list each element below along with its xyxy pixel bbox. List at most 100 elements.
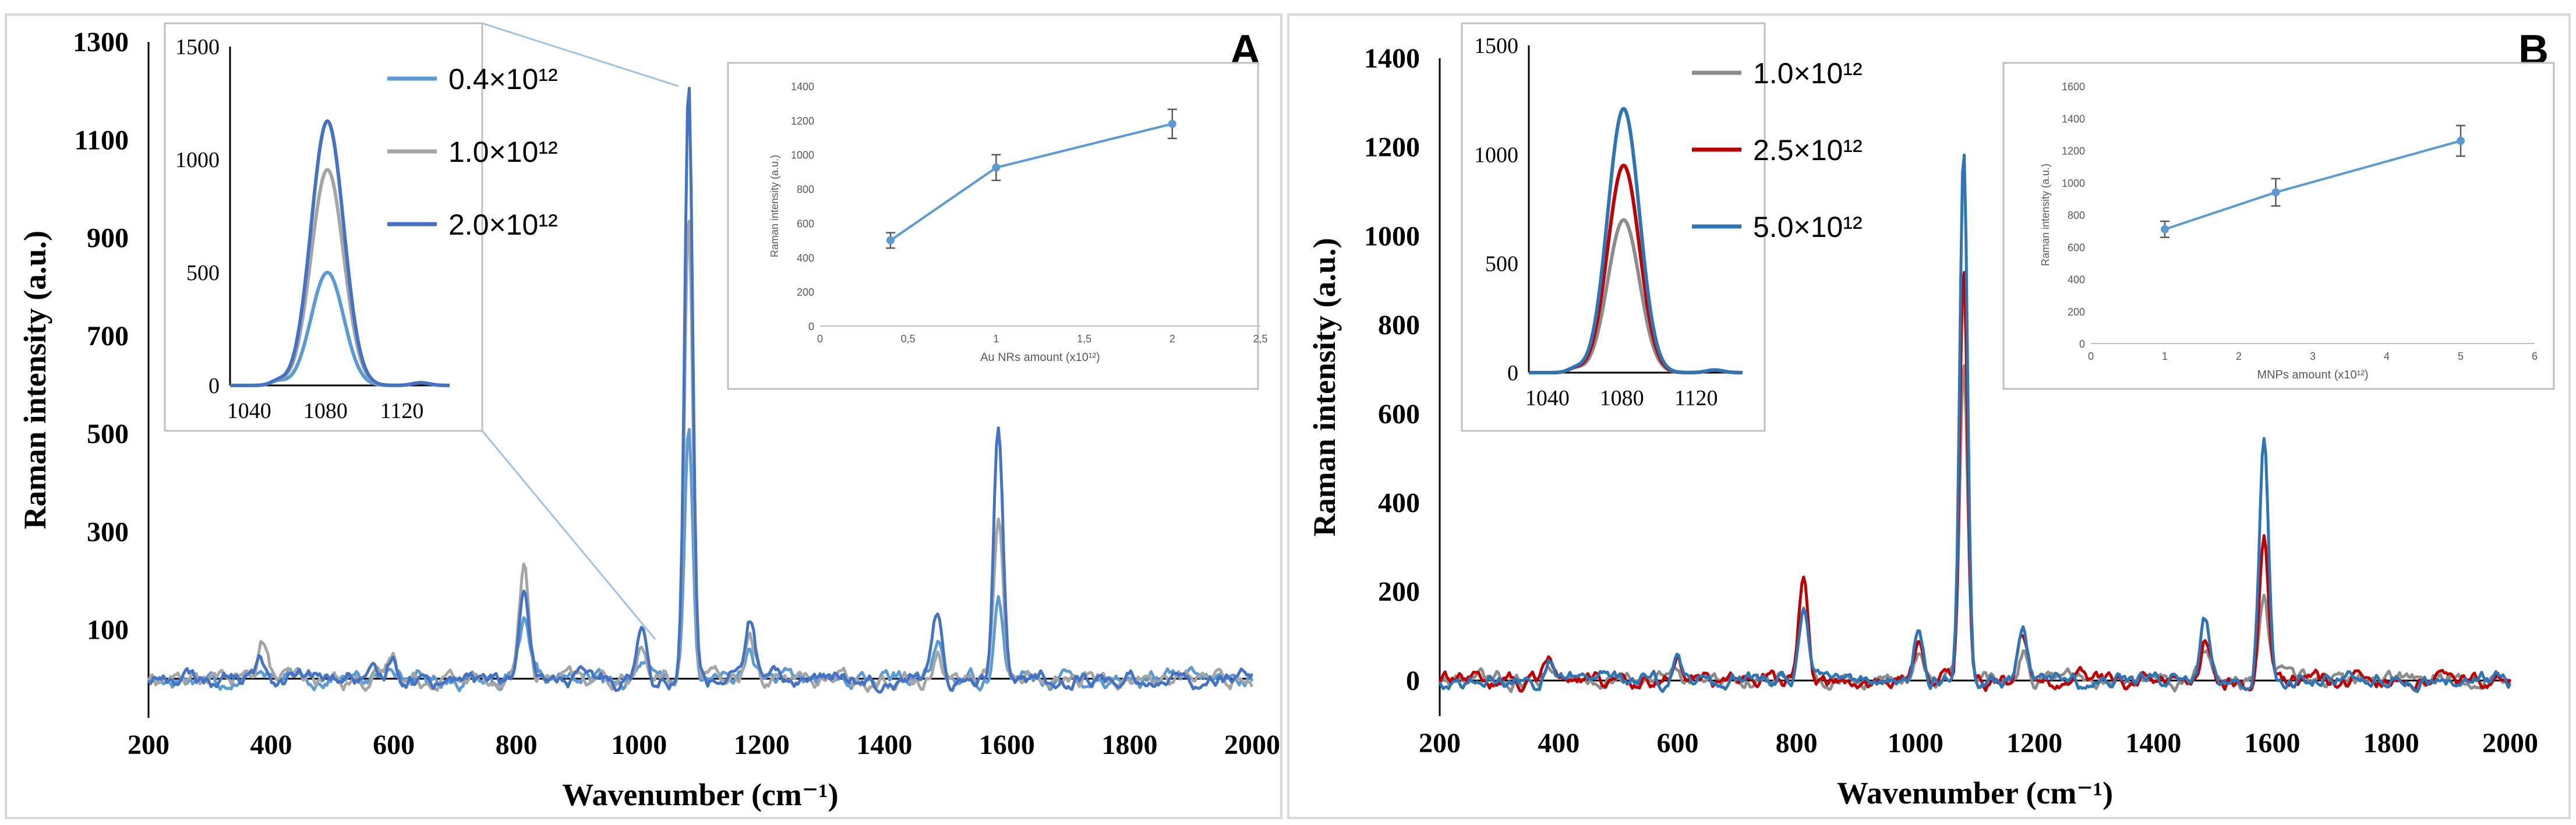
trend-y-tick-label: 800 bbox=[797, 184, 814, 196]
trend-y-tick-label: 600 bbox=[2068, 242, 2085, 253]
trend-x-tick-label: 2,5 bbox=[1253, 333, 1267, 345]
y-tick-label: 400 bbox=[1378, 488, 1420, 519]
trend-x-tick-label: 2 bbox=[1169, 333, 1175, 345]
trend-y-tick-label: 200 bbox=[797, 286, 814, 298]
y-tick-label: 300 bbox=[87, 516, 129, 547]
trend-y-tick-label: 1400 bbox=[2062, 113, 2085, 125]
x-tick-label: 1200 bbox=[734, 730, 790, 760]
y-tick-label: 700 bbox=[87, 321, 129, 352]
legend-label-2: 2.5×10¹² bbox=[1753, 134, 1863, 167]
zoom-y-tick-label: 1500 bbox=[1474, 34, 1518, 58]
spectrum-line-3 bbox=[147, 87, 1254, 694]
zoom-x-tick-label: 1040 bbox=[1525, 386, 1570, 410]
y-tick-label: 0 bbox=[1406, 665, 1420, 696]
trend-x-tick-label: 3 bbox=[2310, 350, 2316, 362]
x-tick-label: 600 bbox=[373, 730, 415, 760]
y-axis-label: Raman intensity (a.u.) bbox=[1307, 238, 1342, 536]
trend-y-tick-label: 600 bbox=[797, 218, 814, 229]
zoom-x-tick-label: 1120 bbox=[380, 399, 424, 423]
zoom-y-tick-label: 1000 bbox=[175, 148, 220, 172]
trend-point bbox=[1168, 119, 1176, 128]
trend-inset-frame bbox=[2002, 62, 2555, 390]
y-tick-label: 600 bbox=[1378, 399, 1420, 430]
x-tick-label: 1800 bbox=[2363, 728, 2419, 759]
zoom-connector-line bbox=[481, 430, 656, 640]
trend-y-tick-label: 0 bbox=[2079, 338, 2085, 350]
zoom-y-tick-label: 0 bbox=[209, 374, 220, 398]
y-tick-label: 500 bbox=[87, 419, 129, 449]
x-axis-label: Wavenumber (cm⁻¹) bbox=[562, 777, 838, 812]
trend-x-tick-label: 0,5 bbox=[901, 333, 916, 345]
trend-x-tick-label: 0 bbox=[2088, 350, 2094, 362]
spectrum-line-3 bbox=[1438, 153, 2512, 693]
zoom-y-tick-label: 0 bbox=[1507, 361, 1518, 385]
trend-y-tick-label: 800 bbox=[2068, 210, 2085, 221]
legend-label-3: 5.0×10¹² bbox=[1753, 211, 1863, 243]
trend-y-tick-label: 200 bbox=[2068, 306, 2085, 318]
zoom-line-3 bbox=[1529, 107, 1743, 374]
trend-x-axis-label: Au NRs amount (x10¹²) bbox=[980, 351, 1100, 364]
y-tick-label: 1200 bbox=[1364, 132, 1420, 163]
trend-x-tick-label: 6 bbox=[2532, 350, 2538, 362]
trend-y-tick-label: 0 bbox=[808, 321, 814, 332]
zoom-x-tick-label: 1120 bbox=[1674, 386, 1718, 410]
zoom-y-tick-label: 1000 bbox=[1474, 143, 1518, 167]
trend-y-tick-label: 400 bbox=[797, 252, 814, 264]
y-tick-label: 800 bbox=[1378, 310, 1420, 341]
trend-point bbox=[2161, 225, 2169, 233]
panel-b-frame bbox=[1287, 13, 2571, 819]
legend-label-1: 0.4×10¹² bbox=[448, 63, 558, 95]
x-tick-label: 1400 bbox=[2125, 728, 2181, 759]
trend-x-axis-label: MNPs amount (x10¹²) bbox=[2257, 369, 2368, 381]
y-tick-label: 100 bbox=[87, 615, 129, 646]
trend-x-tick-label: 0 bbox=[817, 333, 823, 345]
y-tick-label: 1400 bbox=[1364, 43, 1420, 74]
panel-a-zoom-inset: 0 500 1000 1500 1040 1080 1120 0.4×10¹² 1.0×10¹²… bbox=[164, 22, 679, 640]
trend-y-tick-label: 1000 bbox=[2062, 178, 2085, 189]
legend-label-3: 2.0×10¹² bbox=[448, 208, 558, 241]
x-tick-label: 400 bbox=[250, 730, 292, 760]
legend-label-2: 1.0×10¹² bbox=[448, 136, 558, 168]
trend-x-tick-label: 4 bbox=[2384, 350, 2390, 362]
trend-y-tick-label: 1000 bbox=[791, 150, 814, 161]
trend-y-tick-label: 1200 bbox=[2062, 146, 2085, 157]
zoom-x-tick-label: 1040 bbox=[227, 399, 271, 423]
x-tick-label: 1600 bbox=[2245, 728, 2301, 759]
x-tick-label: 200 bbox=[128, 730, 169, 760]
trend-y-tick-label: 1600 bbox=[2062, 81, 2085, 93]
trend-x-tick-label: 5 bbox=[2458, 350, 2464, 362]
y-tick-label: 1000 bbox=[1364, 221, 1420, 252]
trend-x-tick-label: 2 bbox=[2236, 350, 2242, 362]
panel-b-trend-inset: 0 200 400 600 800 1000 1200 1400 1600 0 1 2 3 4 5 6 MNPs… bbox=[2002, 62, 2555, 390]
legend-label-1: 1.0×10¹² bbox=[1753, 57, 1863, 90]
x-tick-label: 1000 bbox=[611, 730, 667, 760]
panel-a-frame bbox=[5, 13, 1282, 819]
y-tick-label: 200 bbox=[1378, 576, 1420, 607]
trend-point bbox=[886, 236, 895, 245]
x-tick-label: 800 bbox=[496, 730, 538, 760]
zoom-connector-line bbox=[482, 22, 679, 87]
trend-point bbox=[2271, 188, 2280, 197]
zoom-inset-frame bbox=[164, 22, 483, 432]
panel-a-trend-inset: 0 200 400 600 800 1000 1200 1400 0 0,5 1 1,5 2 2,5 Au … bbox=[727, 62, 1268, 390]
x-tick-label: 1800 bbox=[1101, 730, 1157, 760]
zoom-y-tick-label: 500 bbox=[1485, 252, 1518, 277]
trend-x-tick-label: 1,5 bbox=[1077, 333, 1091, 345]
x-axis-label: Wavenumber (cm⁻¹) bbox=[1837, 776, 2113, 810]
trend-x-tick-label: 1 bbox=[993, 333, 999, 345]
x-tick-label: 2000 bbox=[2482, 728, 2538, 759]
x-tick-label: 800 bbox=[1776, 728, 1818, 759]
panel-b-zoom-inset: 0 500 1000 1500 1040 1080 1120 1.0×10¹² 2.5×10¹²… bbox=[1461, 22, 1863, 432]
trend-y-axis-label: Raman intensity (a.u.) bbox=[769, 155, 780, 257]
trend-y-tick-label: 1400 bbox=[791, 81, 814, 93]
x-tick-label: 2000 bbox=[1224, 730, 1280, 760]
y-tick-label: 1300 bbox=[73, 27, 129, 58]
zoom-line-3 bbox=[230, 119, 450, 387]
x-tick-label: 600 bbox=[1656, 728, 1698, 759]
trend-point bbox=[2457, 136, 2465, 145]
zoom-x-tick-label: 1080 bbox=[1600, 386, 1644, 410]
x-tick-label: 1600 bbox=[979, 730, 1035, 760]
